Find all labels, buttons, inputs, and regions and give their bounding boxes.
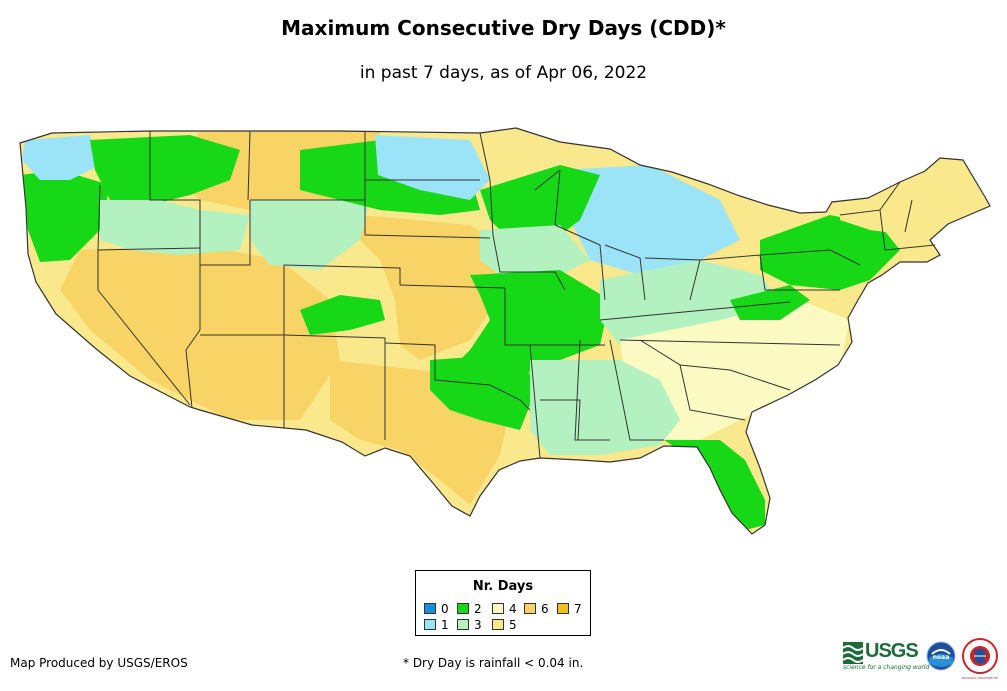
legend-swatch-6 [524, 603, 536, 614]
legend-label-4: 4 [509, 602, 517, 616]
legend-swatch-5 [492, 619, 504, 630]
legend-label-6: 6 [541, 602, 549, 616]
legend-item-7: 7 [557, 603, 582, 615]
cdd-map [19, 127, 991, 535]
legend-label-0: 0 [441, 602, 449, 616]
zone-idaho-3 [100, 200, 250, 255]
zone-washington-1 [22, 135, 100, 180]
legend-box: Nr. Days 0 1 2 3 4 5 6 7 [415, 570, 591, 636]
legend-item-3: 3 [457, 619, 482, 631]
zone-new-england-5 [840, 160, 990, 235]
zone-deep-south-3 [530, 360, 680, 455]
zone-great-lakes-1 [560, 165, 740, 275]
zone-oklahoma-2 [430, 355, 540, 430]
legend-item-6: 6 [524, 603, 549, 615]
legend-item-4: 4 [492, 603, 517, 615]
legend-swatch-7 [557, 603, 569, 614]
us-land [19, 127, 991, 535]
legend-item-1: 1 [424, 619, 449, 631]
zone-pacific-nw-2 [20, 170, 110, 262]
zone-florida-2 [664, 440, 765, 530]
usgs-tagline: science for a changing world [843, 664, 930, 671]
legend-label-3: 3 [474, 618, 482, 632]
zone-northeast-2 [760, 215, 900, 290]
nws-logo-text: NATIONAL WEATHER SERVICE [962, 676, 998, 680]
legend-swatch-1 [424, 619, 436, 630]
usgs-wave-icon [843, 642, 863, 664]
zone-southeast-4 [620, 300, 850, 440]
noaa-logo-text: noaa [933, 654, 950, 661]
map-subtitle: in past 7 days, as of Apr 06, 2022 [359, 63, 648, 83]
zone-northern-rockies-2 [90, 135, 240, 205]
zone-iowa-3 [480, 225, 590, 275]
zone-appalachia-2 [730, 285, 810, 320]
usgs-wordmark: USGS [865, 640, 919, 662]
cdd-zones [20, 131, 990, 530]
legend-item-5: 5 [492, 619, 517, 631]
noaa-logo-icon[interactable]: noaa [926, 641, 956, 671]
zone-southwest-6 [60, 245, 340, 420]
legend-title: Nr. Days [472, 579, 534, 594]
legend-swatch-4 [492, 603, 504, 614]
footnote-text: * Dry Day is rainfall < 0.04 in. [403, 656, 584, 670]
legend-item-0: 0 [424, 603, 449, 615]
zone-central-plains-6 [360, 215, 500, 360]
legend-swatch-2 [457, 603, 469, 614]
legend-label-7: 7 [574, 602, 582, 616]
zone-wyoming-3 [250, 200, 370, 270]
zone-colorado-2 [300, 295, 385, 335]
legend-label-2: 2 [474, 602, 482, 616]
nws-logo-icon[interactable] [962, 638, 998, 674]
credit-text: Map Produced by USGS/EROS [10, 656, 188, 670]
state-borders [19, 127, 991, 535]
legend-swatch-3 [457, 619, 469, 630]
legend-swatch-0 [424, 603, 436, 614]
zone-dakota-1 [375, 135, 490, 200]
legend-label-5: 5 [509, 618, 517, 632]
legend-label-1: 1 [441, 618, 449, 632]
map-title: Maximum Consecutive Dry Days (CDD)* [281, 16, 726, 40]
legend-item-2: 2 [457, 603, 482, 615]
usgs-logo[interactable]: USGS science for a changing world [843, 640, 929, 674]
